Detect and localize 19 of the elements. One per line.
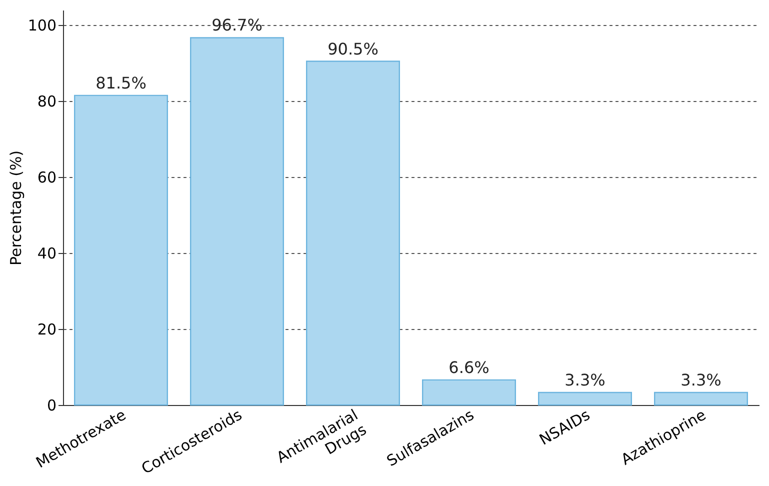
y-tick-label: 0 [46, 396, 56, 414]
data-label: 81.5% [96, 73, 146, 92]
y-tick-label: 80 [37, 92, 56, 111]
data-label: 3.3% [564, 370, 606, 390]
y-tick-label: 60 [37, 168, 56, 187]
y-tick-label: 40 [37, 244, 56, 263]
data-label: 96.7% [212, 16, 262, 35]
bar [190, 37, 284, 406]
bar [538, 392, 632, 406]
y-tick-label: 100 [28, 16, 56, 35]
data-label: 90.5% [328, 39, 378, 58]
data-label: 6.6% [448, 358, 490, 377]
bar [654, 392, 748, 406]
bar [422, 379, 516, 406]
y-axis-title: Percentage (%) [6, 150, 25, 266]
data-label: 3.3% [680, 370, 722, 390]
bar [306, 60, 400, 406]
y-tick-label: 20 [37, 320, 56, 339]
bar [74, 94, 168, 406]
